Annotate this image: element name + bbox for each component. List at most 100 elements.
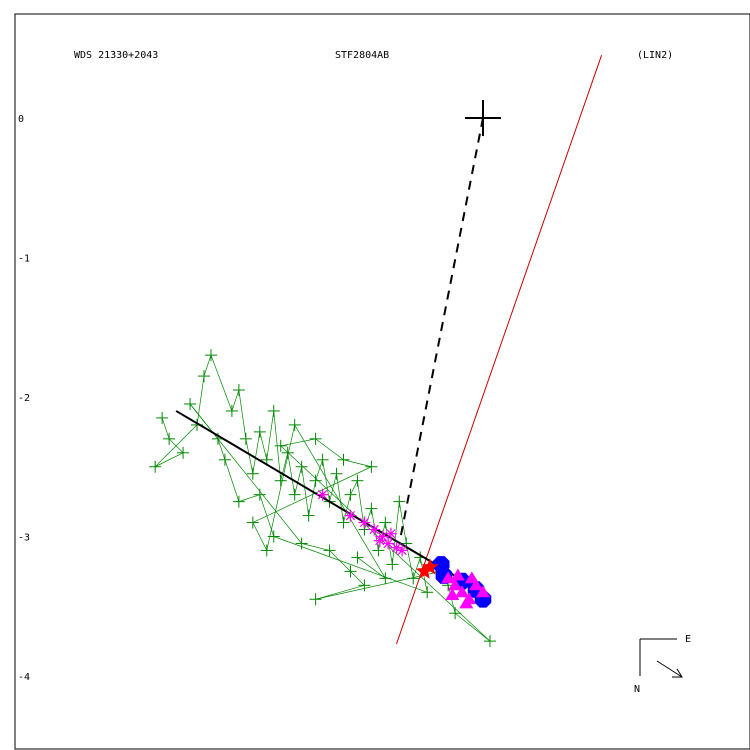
micrometer-point (302, 509, 315, 522)
micrometer-connector (245, 438, 254, 474)
red-line-layer (396, 55, 603, 645)
interferometric-point (344, 509, 357, 522)
micrometer-point (372, 544, 385, 557)
speckle-point-triangle (469, 578, 484, 591)
micrometer-connector (280, 438, 316, 447)
current-layer (415, 558, 439, 579)
micrometer-point (323, 544, 336, 557)
micrometer-point (358, 579, 371, 592)
micrometer-point (351, 474, 364, 487)
micrometer-point (483, 635, 496, 648)
micrometer-point (267, 404, 280, 417)
micrometer-point (295, 460, 308, 473)
micrometer-point (344, 565, 357, 578)
micrometer-point (177, 446, 190, 459)
micrometer-point (407, 572, 420, 585)
header-wds-id: WDS 21330+2043 (74, 50, 158, 61)
micrometer-connector (336, 473, 344, 523)
micrometer-point (253, 425, 266, 438)
micrometer-connector (294, 424, 386, 579)
header-discoverer-code: STF2804AB (335, 50, 389, 61)
micrometer-point (288, 488, 301, 501)
compass: E N (634, 634, 691, 695)
interferometric-point (358, 516, 371, 529)
micrometer-connector (329, 550, 351, 572)
interferometric-point (396, 544, 409, 557)
y-tick-label: -3 (18, 533, 30, 544)
micrometer-point (281, 446, 294, 459)
current-point-star (415, 562, 433, 579)
speckle-layer (432, 556, 492, 609)
micrometer-connector (301, 543, 330, 551)
interferometric-point (384, 527, 397, 540)
interferometric-point (373, 534, 386, 547)
speckle-point-triangle (459, 596, 474, 609)
speckle-point-triangle (448, 578, 463, 591)
micrometer-connector (280, 452, 289, 481)
y-tick-label: 0 (18, 114, 24, 125)
micrometer-connector (189, 403, 302, 544)
micrometer-point (449, 607, 462, 620)
micrometer-connector (266, 424, 296, 551)
micrometer-connector (294, 466, 302, 495)
y-tick-label: -4 (18, 672, 30, 683)
micrometer-connector (315, 438, 344, 461)
micrometer-connector (210, 355, 233, 412)
micrometer-connector (287, 452, 296, 495)
micrometer-connector (154, 424, 198, 467)
speckle-point-triangle (445, 588, 460, 600)
micrometer-connector (259, 431, 268, 460)
micrometer-connector (398, 501, 407, 544)
compass-east-label: E (685, 634, 691, 645)
micrometer-point (239, 432, 252, 445)
interferometric-point-d2 (359, 517, 370, 528)
micrometer-connector (196, 376, 205, 425)
compass-motion-arrow (656, 660, 683, 678)
micrometer-point (393, 495, 406, 508)
micrometer-connector (454, 612, 491, 642)
micrometer-point (149, 460, 162, 473)
micrometer-point (344, 488, 357, 501)
micrometer-connector (350, 480, 358, 495)
micrometer-point (267, 530, 280, 543)
interferometric-point-d2 (369, 524, 379, 535)
interferometric-point-d2 (383, 538, 393, 549)
micrometer-connector (238, 389, 247, 439)
micrometer-point (337, 453, 350, 466)
micrometer-connector (217, 438, 226, 460)
micrometer-point (156, 411, 169, 424)
micrometer-point (379, 572, 392, 585)
micrometer-connector (315, 459, 323, 481)
micrometer-point (309, 593, 322, 606)
micrometer-point (246, 467, 259, 480)
micrometer-connector (343, 459, 372, 468)
micrometer-point (198, 370, 210, 383)
micrometer-point (330, 467, 343, 480)
interferometric-point-d2 (317, 490, 328, 500)
interferometric-point (316, 488, 329, 501)
micrometer-connector (252, 466, 372, 523)
micrometer-connector (301, 466, 309, 516)
speckle-point-triangle (464, 571, 479, 584)
micrometer-point (260, 544, 273, 557)
micrometer-point (351, 551, 364, 564)
plot-frame (14, 13, 750, 750)
micrometer-point (379, 516, 392, 529)
y-tick-label: -2 (18, 393, 30, 404)
micrometer-connector (357, 557, 386, 579)
micrometer-connector (273, 536, 428, 593)
micrometer-point (274, 474, 287, 487)
micrometer-point (365, 460, 378, 473)
micrometer-point (386, 558, 399, 571)
micrometer-point (295, 537, 308, 550)
micrometer-point (309, 474, 322, 487)
micrometer-point (253, 488, 266, 501)
interferometric-point-d2 (397, 545, 407, 556)
compass-north-label: N (634, 684, 640, 695)
micrometer-point (365, 502, 378, 515)
primary-layer (465, 100, 501, 136)
y-axis-tick-labels: 0 -1 -2 -3 -4 (18, 114, 30, 683)
compass-arrow-head (672, 668, 683, 678)
interferometric-point-d2 (391, 543, 402, 553)
micrometer-connector (329, 473, 337, 502)
